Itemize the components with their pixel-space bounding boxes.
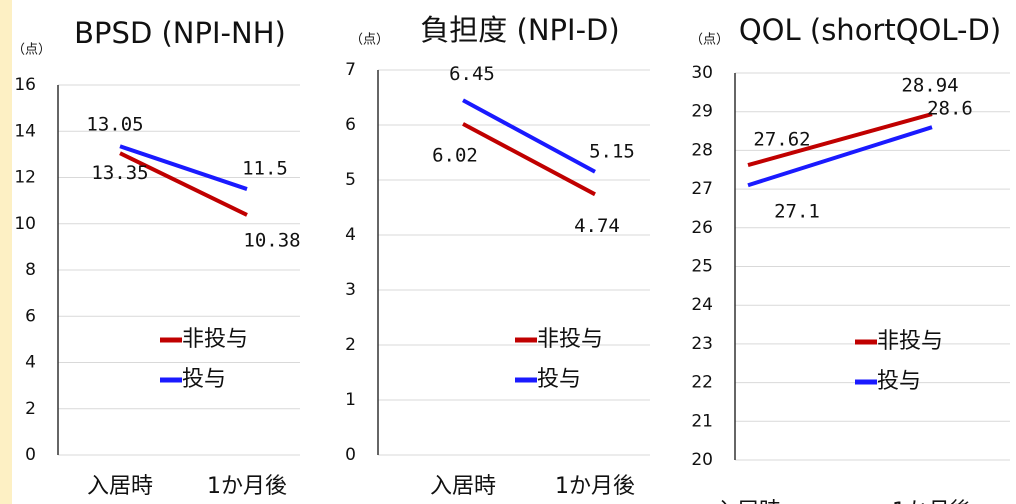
y-tick-label: 28 xyxy=(691,140,713,160)
data-label: 27.62 xyxy=(753,129,810,151)
x-tick-label: 1か月後 xyxy=(892,499,972,504)
y-tick-label: 29 xyxy=(691,102,713,122)
y-tick-label: 21 xyxy=(691,411,713,431)
legend-label: 非投与 xyxy=(877,329,943,354)
x-tick-label: 入居時 xyxy=(430,474,496,499)
y-tick-label: 8 xyxy=(25,260,36,280)
legend-label: 非投与 xyxy=(182,327,248,352)
unit-label: （点） xyxy=(690,33,729,48)
series-line xyxy=(747,112,933,168)
y-tick-label: 6 xyxy=(25,306,36,326)
y-tick-label: 3 xyxy=(345,280,356,300)
y-tick-label: 24 xyxy=(691,295,713,315)
data-label: 27.1 xyxy=(774,201,820,223)
y-tick-label: 2 xyxy=(345,335,356,355)
y-tick-label: 25 xyxy=(691,257,713,277)
y-tick-label: 6 xyxy=(345,115,356,135)
data-label: 13.05 xyxy=(86,114,143,136)
data-label: 11.5 xyxy=(242,158,288,180)
y-tick-label: 20 xyxy=(691,450,713,470)
data-label: 10.38 xyxy=(243,229,300,251)
legend-label: 投与 xyxy=(537,367,581,392)
y-tick-label: 7 xyxy=(345,60,356,80)
y-tick-label: 23 xyxy=(691,334,713,354)
series-line xyxy=(462,122,596,197)
chart-title: BPSD (NPI-NH) xyxy=(74,16,286,50)
y-tick-label: 4 xyxy=(345,225,356,245)
y-tick-label: 30 xyxy=(691,63,713,83)
y-tick-label: 27 xyxy=(691,179,713,199)
y-tick-label: 16 xyxy=(14,75,36,95)
y-tick-label: 14 xyxy=(14,121,36,141)
x-tick-label: 1か月後 xyxy=(555,474,635,499)
data-label: 6.02 xyxy=(432,144,478,166)
data-label: 28.94 xyxy=(901,75,958,97)
y-tick-label: 2 xyxy=(25,399,36,419)
y-tick-label: 1 xyxy=(345,390,356,410)
series-line xyxy=(462,98,596,174)
y-tick-label: 0 xyxy=(25,445,36,465)
data-label: 28.6 xyxy=(927,98,973,120)
series-line xyxy=(119,151,248,217)
x-tick-label: 入居時 xyxy=(87,474,153,499)
y-tick-label: 0 xyxy=(345,445,356,465)
y-tick-label: 5 xyxy=(345,170,356,190)
unit-label: （点） xyxy=(350,33,389,48)
chart-title: 負担度 (NPI-D) xyxy=(420,13,619,47)
data-label: 4.74 xyxy=(574,215,620,237)
y-tick-label: 26 xyxy=(691,218,713,238)
x-tick-label: 入居時 xyxy=(715,499,781,504)
side-strip xyxy=(0,0,12,504)
legend-label: 投与 xyxy=(182,367,226,392)
legend-label: 投与 xyxy=(877,369,921,394)
data-label: 5.15 xyxy=(589,140,635,162)
series-line xyxy=(119,144,248,191)
series-line xyxy=(747,125,933,188)
legend-label: 非投与 xyxy=(537,327,603,352)
y-tick-label: 22 xyxy=(691,373,713,393)
data-label: 6.45 xyxy=(449,63,495,85)
x-tick-label: 1か月後 xyxy=(207,474,287,499)
data-label: 13.35 xyxy=(91,162,148,184)
chart-title: QOL (shortQOL-D) xyxy=(739,13,1001,47)
y-tick-label: 4 xyxy=(25,353,36,373)
y-tick-label: 10 xyxy=(14,214,36,234)
y-tick-label: 12 xyxy=(14,168,36,188)
unit-label: （点） xyxy=(12,43,51,58)
